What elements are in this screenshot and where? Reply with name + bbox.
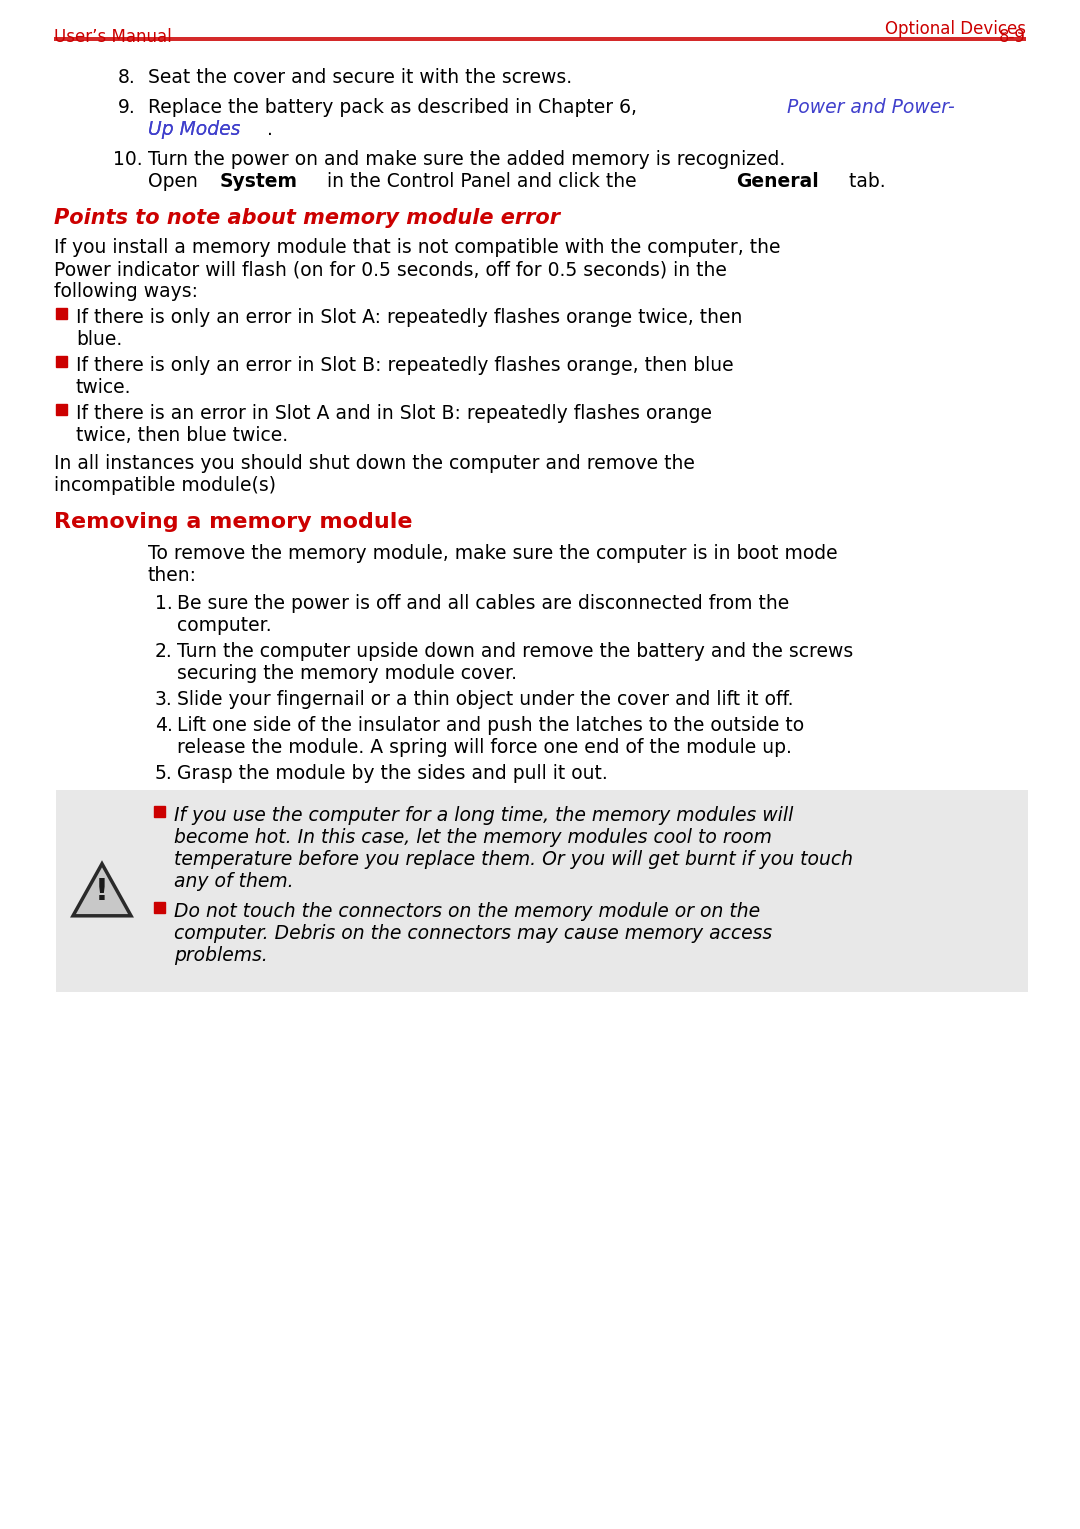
Text: twice.: twice.: [76, 378, 132, 398]
Text: 8-9: 8-9: [999, 28, 1026, 46]
Text: Power and Power-: Power and Power-: [786, 98, 955, 118]
Text: 8.: 8.: [118, 67, 136, 87]
Text: tab.: tab.: [842, 171, 886, 191]
Bar: [154, 806, 165, 816]
Text: To remove the memory module, make sure the computer is in boot mode: To remove the memory module, make sure t…: [148, 544, 838, 563]
Text: 5.: 5.: [156, 764, 173, 783]
Text: General: General: [735, 171, 819, 191]
Text: then:: then:: [148, 566, 197, 586]
Text: twice, then blue twice.: twice, then blue twice.: [76, 427, 288, 445]
Text: Do not touch the connectors on the memory module or on the: Do not touch the connectors on the memor…: [174, 902, 760, 920]
Bar: [56, 356, 67, 367]
Text: Be sure the power is off and all cables are disconnected from the: Be sure the power is off and all cables …: [177, 593, 789, 613]
Text: Grasp the module by the sides and pull it out.: Grasp the module by the sides and pull i…: [177, 764, 608, 783]
Text: Up Modes: Up Modes: [148, 119, 241, 139]
Text: In all instances you should shut down the computer and remove the: In all instances you should shut down th…: [54, 454, 694, 472]
Text: securing the memory module cover.: securing the memory module cover.: [177, 664, 517, 683]
Bar: [154, 902, 165, 913]
Text: .: .: [267, 119, 273, 139]
Text: computer.: computer.: [177, 616, 272, 635]
Bar: [56, 790, 1028, 992]
Text: Replace the battery pack as described in Chapter 6,: Replace the battery pack as described in…: [148, 98, 643, 118]
Text: in the Control Panel and click the: in the Control Panel and click the: [321, 171, 643, 191]
Text: Open: Open: [148, 171, 204, 191]
Text: temperature before you replace them. Or you will get burnt if you touch: temperature before you replace them. Or …: [174, 850, 853, 868]
Text: If there is only an error in Slot A: repeatedly flashes orange twice, then: If there is only an error in Slot A: rep…: [76, 307, 742, 327]
Text: computer. Debris on the connectors may cause memory access: computer. Debris on the connectors may c…: [174, 924, 772, 943]
Text: If there is an error in Slot A and in Slot B: repeatedly flashes orange: If there is an error in Slot A and in Sl…: [76, 404, 712, 424]
Text: 1.: 1.: [156, 593, 173, 613]
Text: problems.: problems.: [174, 946, 268, 965]
Text: incompatible module(s): incompatible module(s): [54, 476, 276, 495]
Text: Optional Devices: Optional Devices: [885, 20, 1026, 38]
Text: 3.: 3.: [156, 690, 173, 709]
Text: Turn the computer upside down and remove the battery and the screws: Turn the computer upside down and remove…: [177, 642, 853, 661]
Text: System: System: [220, 171, 298, 191]
Text: Seat the cover and secure it with the screws.: Seat the cover and secure it with the sc…: [148, 67, 572, 87]
Text: 10.: 10.: [113, 150, 143, 170]
Text: 2.: 2.: [156, 642, 173, 661]
Text: blue.: blue.: [76, 330, 122, 349]
Text: any of them.: any of them.: [174, 872, 294, 891]
Text: 4.: 4.: [156, 716, 173, 735]
Text: Turn the power on and make sure the added memory is recognized.: Turn the power on and make sure the adde…: [148, 150, 785, 170]
Bar: [56, 307, 67, 320]
Text: If there is only an error in Slot B: repeatedly flashes orange, then blue: If there is only an error in Slot B: rep…: [76, 356, 733, 375]
Text: User’s Manual: User’s Manual: [54, 28, 172, 46]
Bar: [56, 404, 67, 414]
Text: Slide your fingernail or a thin object under the cover and lift it off.: Slide your fingernail or a thin object u…: [177, 690, 794, 709]
Text: become hot. In this case, let the memory modules cool to room: become hot. In this case, let the memory…: [174, 829, 772, 847]
Text: Up Modes: Up Modes: [148, 119, 241, 139]
Text: following ways:: following ways:: [54, 281, 198, 301]
Text: 9.: 9.: [118, 98, 136, 118]
Text: If you use the computer for a long time, the memory modules will: If you use the computer for a long time,…: [174, 806, 794, 826]
Text: Lift one side of the insulator and push the latches to the outside to: Lift one side of the insulator and push …: [177, 716, 805, 735]
Text: Power indicator will flash (on for 0.5 seconds, off for 0.5 seconds) in the: Power indicator will flash (on for 0.5 s…: [54, 260, 727, 278]
Text: release the module. A spring will force one end of the module up.: release the module. A spring will force …: [177, 739, 792, 757]
Text: If you install a memory module that is not compatible with the computer, the: If you install a memory module that is n…: [54, 239, 781, 257]
Polygon shape: [73, 864, 131, 916]
Text: !: !: [95, 876, 109, 905]
Text: Points to note about memory module error: Points to note about memory module error: [54, 208, 561, 228]
Text: Removing a memory module: Removing a memory module: [54, 512, 413, 532]
